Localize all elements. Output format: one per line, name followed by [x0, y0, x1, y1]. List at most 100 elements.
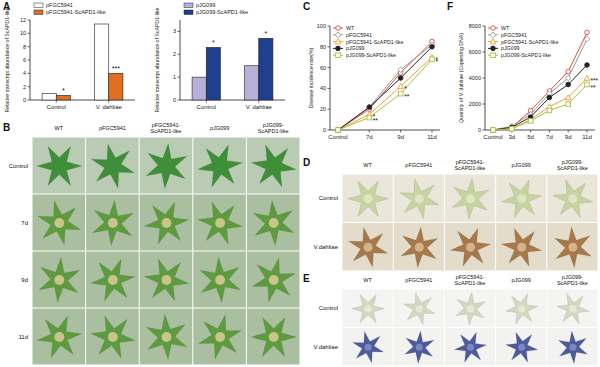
plantlet-center: [215, 218, 225, 228]
bar: [109, 73, 123, 100]
panel-letter: E: [303, 273, 310, 284]
y-tick-label: 3: [173, 28, 176, 34]
label-line: pFGC5941: [99, 125, 126, 131]
photo: [33, 138, 86, 194]
plantlet: [506, 332, 538, 362]
column-header: pFGC5941: [405, 162, 432, 168]
y-tick: [483, 26, 486, 27]
bar: [206, 47, 220, 100]
y-tick: [328, 88, 331, 89]
plantlet: [455, 332, 487, 362]
line: [338, 45, 432, 130]
plantlet: [553, 180, 593, 218]
y-axis-label: Relative transcript abundance of ScAPD1-…: [154, 7, 160, 112]
photo: [86, 309, 139, 365]
plantlet-center: [54, 218, 64, 228]
legend-marker: [491, 26, 496, 31]
plantlet-center: [415, 194, 424, 203]
label-line: pJG099: [512, 162, 531, 168]
plantlet-center: [467, 305, 474, 312]
plantlet: [452, 178, 489, 219]
column-header: WT: [363, 277, 372, 283]
y-tick-label: 2: [173, 51, 176, 57]
y-tick-label: 80: [320, 44, 326, 50]
y-tick-label: 0: [478, 127, 481, 133]
plantlet: [38, 201, 81, 245]
legend-label: WT: [501, 25, 510, 31]
photo: [394, 175, 444, 223]
bar: [56, 95, 70, 100]
y-tick: [28, 20, 31, 21]
label-line: WT: [363, 162, 372, 168]
x-tick-label: V. dahliae: [246, 104, 273, 110]
photo: [343, 328, 393, 366]
significance: **: [404, 93, 410, 100]
point: [398, 84, 404, 89]
x-tick-label: V. dahliae: [96, 104, 123, 110]
point: [584, 36, 590, 42]
line: [338, 57, 432, 130]
line: [338, 42, 432, 130]
plantlet-center: [269, 161, 279, 171]
point: [336, 128, 341, 133]
photo: [547, 223, 597, 271]
plantlet-center: [162, 161, 172, 171]
y-tick: [178, 31, 181, 32]
plantlet: [37, 147, 82, 186]
marks: [335, 39, 435, 133]
x-axis: [330, 130, 440, 131]
bar: [42, 93, 56, 100]
legend-swatch: [184, 3, 193, 8]
point: [566, 69, 571, 74]
panel-letter: B: [3, 122, 10, 133]
legend-marker: [336, 53, 341, 58]
plantlet: [502, 228, 542, 266]
point: [565, 75, 571, 81]
significance: ***: [112, 65, 120, 72]
marks: [490, 30, 590, 133]
point: [509, 126, 515, 131]
photo: [140, 309, 193, 365]
plantlet-center: [416, 344, 423, 351]
column-header: pJG099: [512, 162, 531, 168]
line: [493, 78, 587, 130]
y-tick: [178, 100, 181, 101]
line: [493, 85, 587, 131]
y-tick-label: 2000: [469, 101, 481, 107]
y-tick: [328, 26, 331, 27]
legend: WTpFGC5941pFGC5941-ScAPD1-likepJG099pJG0…: [488, 25, 558, 58]
plantlet: [557, 294, 589, 324]
x-tick-label: 7d: [546, 134, 553, 140]
x-tick: [369, 130, 370, 133]
y-tick-label: 4: [23, 70, 26, 76]
label-line: ScAPD1-like: [557, 280, 588, 286]
column-header: pFGC5941-ScAPD1-like: [455, 159, 486, 171]
plantlet: [400, 179, 439, 219]
y-tick-label: 12: [20, 17, 26, 23]
y-tick-label: 8000: [469, 23, 481, 29]
point: [367, 115, 372, 120]
column-header: WT: [363, 162, 372, 168]
x-tick-label: 9d: [397, 134, 404, 140]
plantlet-center: [162, 218, 172, 228]
photo: [247, 252, 300, 308]
photo: [33, 195, 86, 251]
plantlet-center: [569, 344, 576, 351]
legend-marker: [336, 46, 341, 51]
y-axis-label: Relative transcript abundance of ScAPD1-…: [4, 7, 10, 112]
point: [367, 105, 372, 110]
plantlet-center: [54, 161, 64, 171]
plantlet-center: [215, 161, 225, 171]
y-tick-label: 6: [23, 57, 26, 63]
chart: 02000400060008000Quantity of V. dahliae …: [458, 23, 599, 140]
photo: [445, 223, 495, 271]
plantlet: [146, 144, 187, 189]
y-tick-label: 100: [317, 23, 326, 29]
point: [398, 67, 404, 73]
plantlet: [555, 227, 592, 268]
significance: *: [404, 85, 407, 92]
y-tick: [483, 104, 486, 105]
x-tick-label: Control: [47, 104, 66, 110]
x-tick-label: 5d: [527, 134, 534, 140]
plantlet-center: [569, 305, 576, 312]
